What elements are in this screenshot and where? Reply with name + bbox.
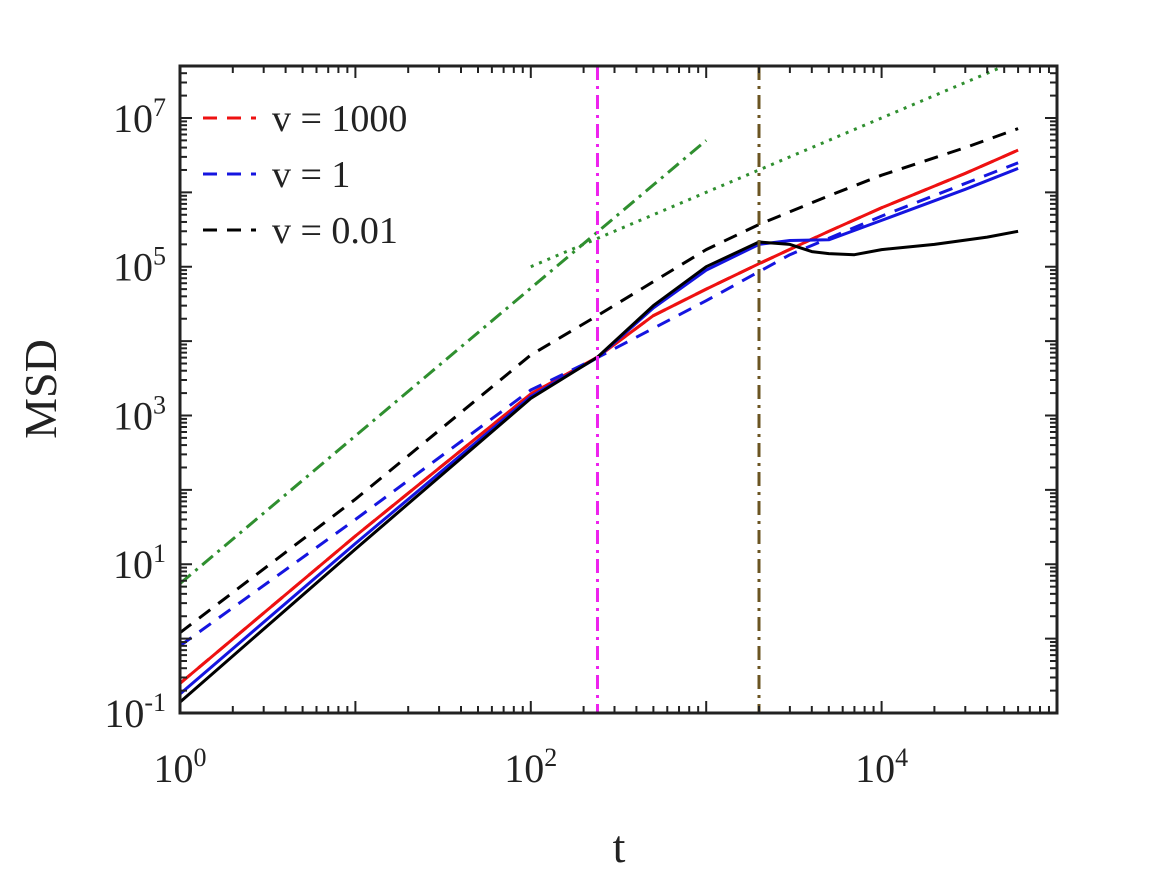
y-tick-base: 10 [113, 96, 153, 141]
series-line-5 [180, 229, 1019, 704]
x-tick-label: 100 [154, 743, 207, 791]
axis-ticks [179, 65, 1057, 714]
y-tick-label: 107 [113, 93, 166, 141]
y-tick-exponent: -1 [144, 688, 166, 717]
series-line-2 [180, 161, 1019, 648]
series-line-7 [530, 66, 1009, 269]
y-tick-label: 10-1 [104, 688, 166, 736]
x-tick-exponent: 2 [544, 743, 557, 772]
y-tick-label: 105 [113, 242, 166, 290]
plot-lines [180, 66, 1019, 704]
series-line-6 [180, 139, 708, 585]
legend-label: v = 0.01 [272, 210, 398, 252]
y-tick-base: 10 [113, 245, 153, 290]
x-tick-base: 10 [855, 746, 895, 791]
y-tick-base: 10 [113, 393, 153, 438]
y-tick-label: 101 [113, 539, 166, 587]
y-tick-exponent: 5 [153, 242, 166, 271]
y-tick-exponent: 3 [153, 390, 166, 419]
x-axis-title: t [613, 821, 626, 872]
series-line-3 [180, 167, 1019, 696]
legend-label: v = 1000 [272, 98, 407, 140]
x-tick-exponent: 4 [895, 743, 908, 772]
x-tick-base: 10 [504, 746, 544, 791]
x-tick-base: 10 [154, 746, 194, 791]
legend: v = 1000 v = 1 v = 0.01 [203, 98, 407, 252]
y-tick-exponent: 1 [153, 539, 166, 568]
y-axis-title: MSD [15, 339, 66, 439]
x-tick-label: 102 [504, 743, 557, 791]
y-tick-base: 10 [113, 542, 153, 587]
x-tick-label: 104 [855, 743, 908, 791]
y-tick-exponent: 7 [153, 93, 166, 122]
series-line-4 [180, 127, 1019, 634]
x-tick-labels: 100 102 104 [154, 743, 909, 791]
y-tick-base: 10 [104, 691, 144, 736]
plot-frame [178, 64, 1059, 715]
y-tick-label: 103 [113, 390, 166, 438]
x-tick-exponent: 0 [194, 743, 207, 772]
legend-label: v = 1 [272, 154, 350, 196]
series-line-1 [180, 148, 1019, 685]
vertical-markers [595, 66, 761, 713]
